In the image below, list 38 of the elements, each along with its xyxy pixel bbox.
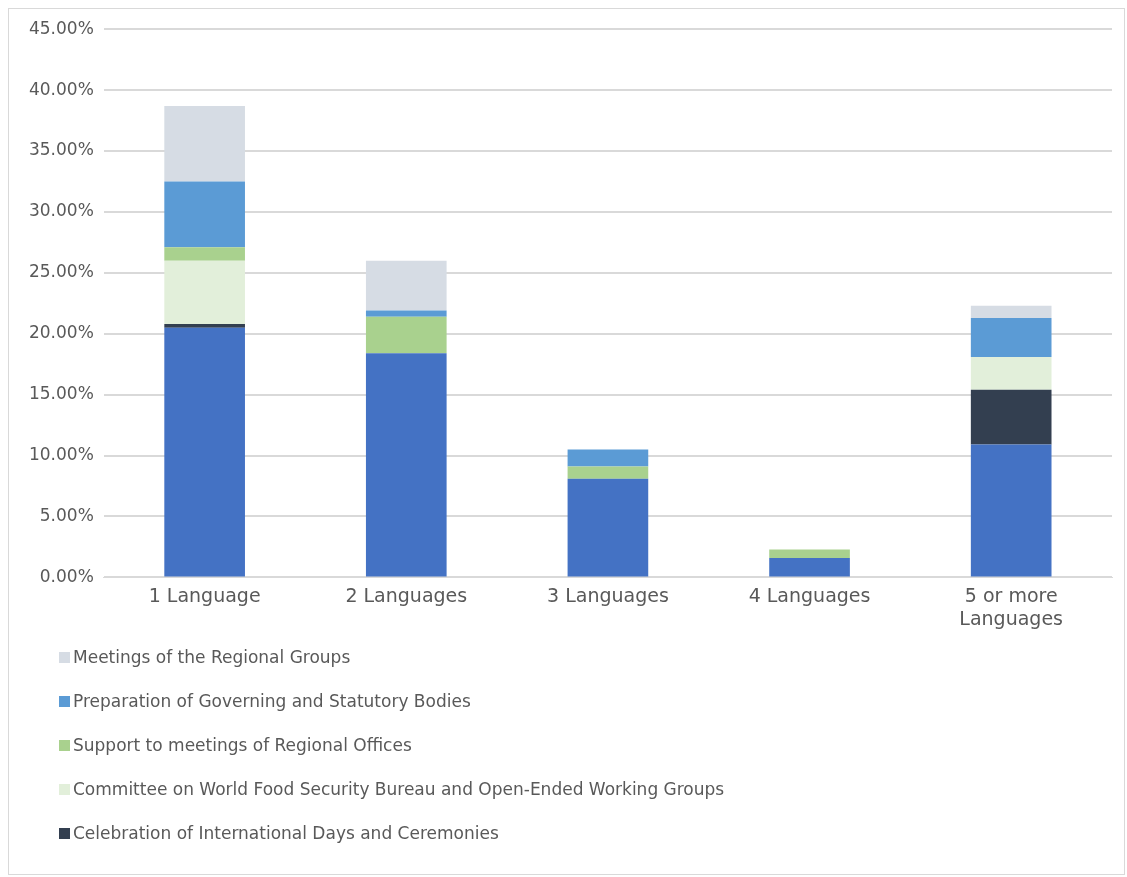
x-tick-label: 5 or more Languages xyxy=(959,583,1064,629)
legend-label: Support to meetings of Regional Offices xyxy=(73,735,412,755)
bar xyxy=(970,356,1052,390)
legend-label: Celebration of International Days and Ceremonies xyxy=(73,823,499,843)
bar xyxy=(164,327,245,577)
x-tick-label: 3 Languages xyxy=(547,583,669,606)
bar xyxy=(567,449,649,467)
bar xyxy=(365,316,447,354)
legend-label: Committee on World Food Security Bureau and Open-Ended Working Groups xyxy=(73,779,725,799)
bar xyxy=(970,444,1052,577)
x-tick-label: 4 Languages xyxy=(748,583,871,606)
bar xyxy=(164,324,245,328)
bar xyxy=(970,389,1052,445)
bar xyxy=(365,353,447,577)
bar xyxy=(567,478,649,577)
bar xyxy=(769,549,850,558)
x-tick-label: 2 Languages xyxy=(345,583,468,606)
legend-label: Meetings of the Regional Groups xyxy=(73,647,351,667)
y-tick-label: 0.00% xyxy=(39,565,94,586)
bar xyxy=(769,557,850,577)
y-tick-label: 35.00% xyxy=(28,139,94,160)
bar xyxy=(365,310,447,317)
y-tick-label: 20.00% xyxy=(28,322,94,343)
bar xyxy=(164,181,245,248)
y-tick-label: 10.00% xyxy=(28,444,94,464)
bar xyxy=(164,260,245,325)
x-tick-label: 1 Language xyxy=(148,583,261,606)
y-tick-label: 40.00% xyxy=(28,78,94,99)
y-tick-label: 25.00% xyxy=(28,261,94,282)
legend-label: Preparation of Governing and Statutory Bodies xyxy=(73,691,471,711)
y-tick-label: 5.00% xyxy=(39,504,94,525)
bar xyxy=(970,317,1052,357)
bar xyxy=(164,247,245,261)
bar xyxy=(970,305,1052,318)
y-tick-label: 30.00% xyxy=(28,200,94,221)
bar xyxy=(567,466,649,479)
y-tick-label: 45.00% xyxy=(28,17,94,38)
y-tick-label: 15.00% xyxy=(28,383,94,404)
